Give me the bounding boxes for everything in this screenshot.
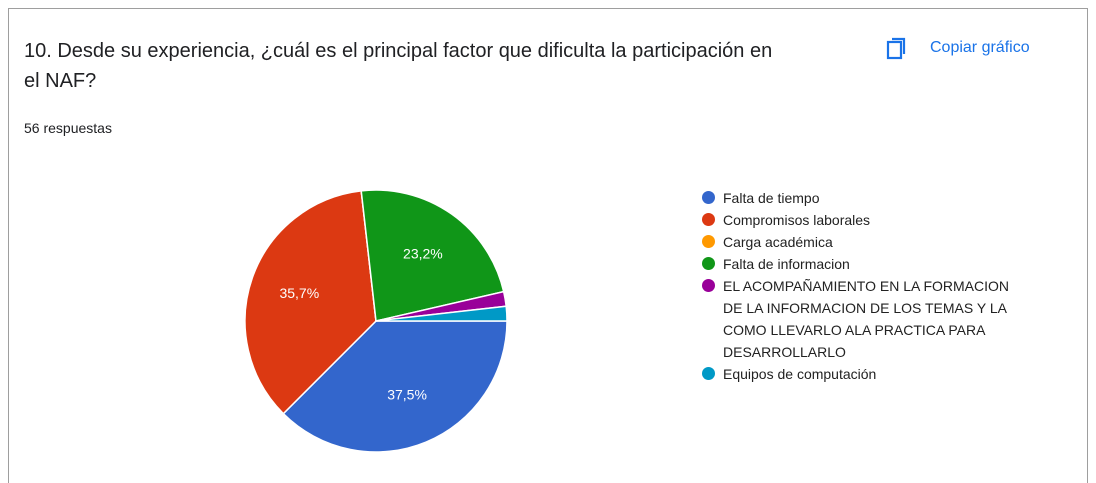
slice-label: 23,2% (403, 245, 443, 261)
legend-item: Compromisos laborales (700, 209, 1040, 231)
question-title: 10. Desde su experiencia, ¿cuál es el pr… (24, 40, 773, 92)
pie-slice (244, 190, 377, 415)
pie-slice (282, 320, 508, 453)
legend-item: Equipos de computación (700, 363, 1040, 385)
legend-item: Falta de tiempo (700, 187, 1040, 209)
legend-swatch (702, 367, 715, 380)
legend-swatch (702, 213, 715, 226)
card (8, 8, 1088, 483)
legend-label: Carga académica (723, 234, 833, 250)
legend-label: Equipos de computación (723, 366, 877, 382)
legend-swatch (702, 279, 715, 292)
pie-slice (360, 189, 505, 322)
legend-label: Falta de informacion (723, 256, 850, 272)
legend-label: EL ACOMPAÑAMIENTO EN LA FORMACION DE LA … (723, 278, 1010, 360)
legend-swatch (702, 257, 715, 270)
slice-label: 37,5% (387, 387, 427, 403)
legend-item: EL ACOMPAÑAMIENTO EN LA FORMACION DE LA … (700, 275, 1040, 363)
legend: Falta de tiempo Compromisos laborales Carg… (700, 187, 1040, 385)
legend-swatch (702, 191, 715, 204)
response-count: 56 respuestas (24, 120, 112, 136)
copy-label: Copiar gráfico (930, 39, 1030, 56)
legend-label: Compromisos laborales (723, 212, 871, 228)
pie-slice (375, 305, 508, 322)
legend-item: Falta de informacion (700, 253, 1040, 275)
legend-item: Carga académica (700, 231, 1040, 253)
copy-icon (886, 37, 906, 60)
copy-chart-button[interactable]: Copiar gráfico (884, 36, 1030, 60)
slice-label: 35,7% (279, 285, 319, 301)
legend-swatch (702, 235, 715, 248)
legend-label: Falta de tiempo (723, 190, 820, 206)
